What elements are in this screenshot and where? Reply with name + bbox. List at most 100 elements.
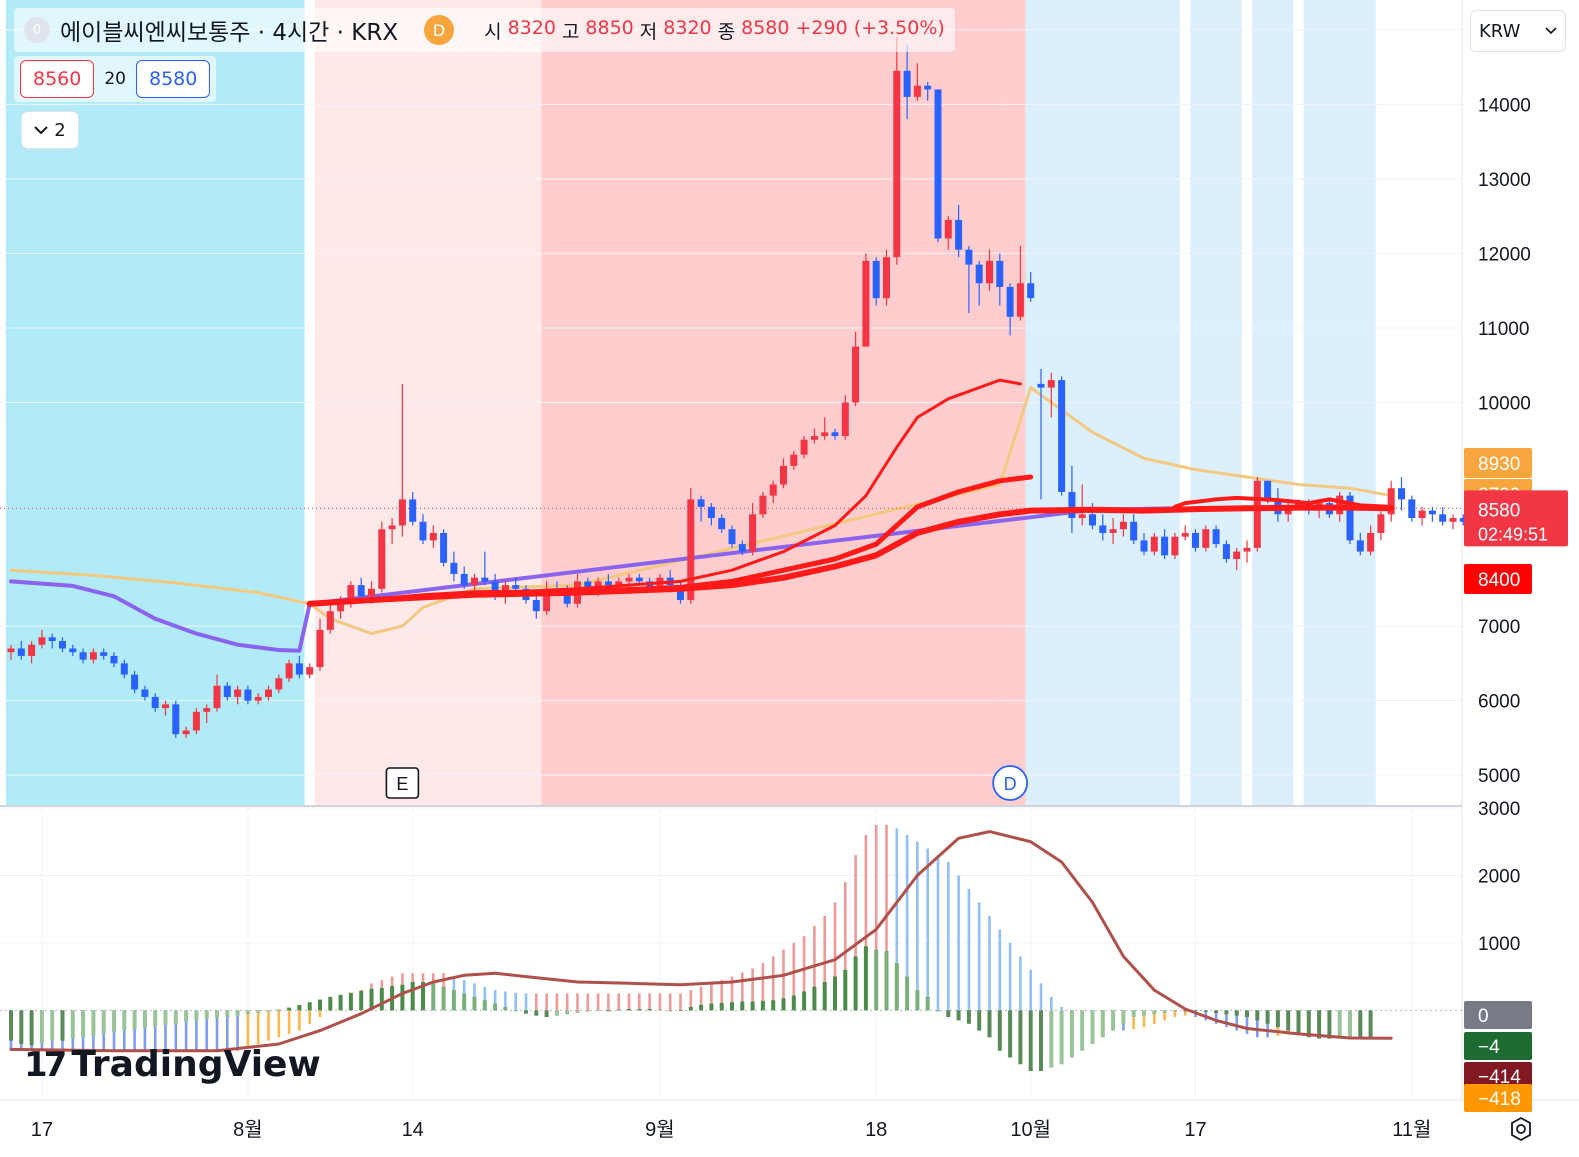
macd-histogram-bar [884,950,889,1011]
macd-signal-bar [596,993,600,1011]
macd-histogram-bar [1306,1010,1311,1038]
macd-histogram-bar [781,998,786,1011]
candle-body [285,663,293,679]
macd-tick-label: 2000 [1478,866,1520,887]
sell-button[interactable]: 8560 [20,60,95,98]
candle-body [1418,510,1426,519]
macd-histogram-bar [225,1010,230,1018]
macd-histogram-bar [925,996,930,1011]
candle-body [697,499,705,507]
macd-signal-bar [555,993,559,1011]
macd-histogram-bar [1203,1010,1208,1012]
macd-histogram-bar [997,1010,1002,1051]
macd-value-label: −414 [1478,1067,1521,1088]
macd-histogram-bar [287,1007,292,1011]
macd-signal-bar [895,828,899,1011]
buy-button[interactable]: 8580 [136,60,211,98]
macd-histogram-bar [987,1010,992,1038]
candle-body [295,663,303,675]
macd-histogram-bar [184,1010,189,1022]
macd-histogram-bar [719,1002,724,1011]
macd-signal-bar [1132,1010,1135,1030]
macd-histogram-bar [142,1010,147,1028]
macd-histogram-bar [1327,1010,1332,1039]
macd-value-label: −418 [1478,1089,1521,1110]
price-tick-label: 7000 [1478,617,1520,638]
macd-signal-bar [741,972,744,1011]
spread-value: 20 [104,69,126,89]
candle-body [347,585,355,604]
macd-signal-bar [1214,1010,1218,1024]
candle-body [1253,480,1261,548]
macd-histogram-bar [596,1010,601,1011]
macd-histogram-bar [1193,1010,1198,1011]
candle-body [141,689,149,697]
candle-body [934,89,942,239]
macd-signal-bar [205,1010,208,1051]
macd-value-label: −4 [1478,1037,1500,1058]
macd-signal-bar [174,1010,178,1051]
macd-histogram-bar [1296,1010,1301,1034]
macd-histogram-bar [441,986,446,1011]
currency-select[interactable]: KRW [1470,10,1566,52]
macd-histogram-bar [657,1009,662,1011]
candle-body [707,506,715,519]
macd-signal-bar [802,936,806,1011]
data-source-badge[interactable]: D [424,15,455,45]
time-tick-label: 11월 [1392,1118,1431,1141]
candle-body [491,581,499,597]
ohlc-close-label: 종 [717,20,736,43]
candle-body [409,499,417,522]
candle-body [223,685,231,697]
macd-signal-bar [792,942,796,1011]
candle-body [1202,529,1210,548]
macd-histogram-bar [1183,1010,1188,1012]
candle-body [996,260,1004,287]
candle-body [635,577,643,582]
symbol-title[interactable]: 에이블씨엔씨보통주 · 4시간 · KRX [60,20,399,46]
macd-histogram-bar [668,1010,673,1012]
macd-histogram-bar [1039,1010,1043,1072]
tradingview-logo[interactable]: 17 TradingView [24,1044,321,1085]
candle-body [883,257,890,299]
candle-body [1171,536,1179,556]
macd-histogram-bar [1152,1010,1157,1015]
macd-histogram-bar [29,1010,34,1046]
candle-body [440,532,448,563]
macd-signal-bar [236,1010,239,1051]
tradingview-wordmark: TradingView [71,1044,321,1085]
indicators-toggle[interactable]: 2 [22,112,78,148]
candle-body [810,436,818,440]
macd-signal-bar [298,1010,301,1031]
macd-histogram-bar [843,969,848,1011]
candle-body [357,585,365,597]
macd-histogram-bar [946,1010,951,1018]
macd-histogram-bar [50,1010,55,1041]
candle-body [398,499,406,526]
candle-body [1027,283,1035,299]
candle-body [1140,540,1148,552]
macd-histogram-bar [215,1010,219,1018]
candle-body [893,70,901,258]
ohlc-open-value: 8320 [507,16,556,39]
settings-icon[interactable] [1506,1114,1536,1144]
macd-histogram-bar [956,1010,961,1021]
candle-body [1119,521,1127,530]
macd-histogram-bar [39,1010,44,1043]
candle-body [275,678,283,690]
candle-body [388,525,396,530]
ma-red-long-line [306,504,1395,607]
macd-histogram-bar [379,988,384,1011]
macd-histogram-bar [853,956,858,1011]
candle-body [512,585,520,589]
macd-histogram-bar [503,1006,508,1011]
candle-body [234,689,242,697]
macd-histogram-bar [740,1001,745,1011]
macd-signal-bar [287,1010,291,1034]
macd-histogram-bar [1131,1010,1136,1018]
macd-histogram-bar [70,1010,75,1039]
macd-histogram-bar [544,1010,549,1018]
macd-value-box [1464,1032,1532,1060]
macd-signal-bar [256,1010,260,1045]
